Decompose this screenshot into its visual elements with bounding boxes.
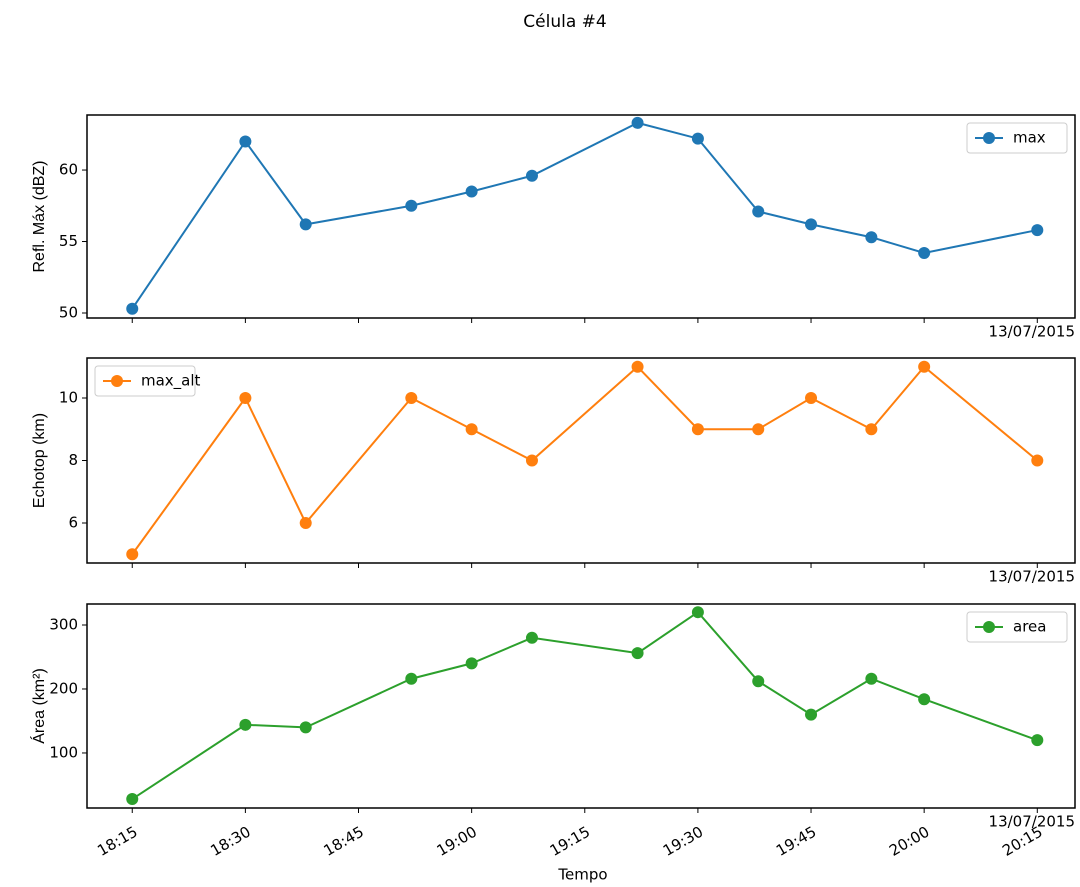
- legend-swatch-marker: [983, 132, 995, 144]
- data-point: [465, 657, 478, 670]
- data-point: [752, 675, 765, 688]
- offset-label: 13/07/2015: [989, 568, 1075, 586]
- y-tick-label: 300: [49, 615, 78, 633]
- data-point: [239, 718, 252, 731]
- y-tick-label: 6: [68, 514, 78, 532]
- y-axis-label: Refl. Máx (dBZ): [31, 160, 48, 272]
- axes-frame: [86, 114, 1076, 319]
- x-tick-label: 19:00: [434, 823, 480, 860]
- y-tick-label: 200: [49, 679, 78, 697]
- legend-swatch-marker: [983, 621, 995, 633]
- data-point: [752, 423, 765, 436]
- data-point: [691, 132, 704, 145]
- legend-box: [966, 122, 1068, 154]
- legend-label: max_alt: [141, 372, 201, 391]
- data-point: [865, 423, 878, 436]
- axes-frame: [86, 357, 1076, 564]
- data-point: [918, 360, 931, 373]
- offset-label: 13/07/2015: [989, 813, 1075, 831]
- data-point: [752, 205, 765, 218]
- data-point: [126, 548, 139, 561]
- data-point: [805, 392, 818, 404]
- y-tick-label: 10: [59, 389, 78, 407]
- data-point: [405, 392, 418, 404]
- x-tick-label: 20:00: [886, 823, 932, 860]
- data-point: [1031, 454, 1044, 467]
- legend-label: area: [1013, 618, 1046, 636]
- data-point: [239, 392, 252, 404]
- data-point: [918, 246, 931, 259]
- y-axis-label: Echotop (km): [31, 413, 48, 508]
- data-point: [865, 672, 878, 685]
- data-line: [131, 365, 1038, 555]
- data-point: [299, 721, 312, 734]
- y-tick-label: 100: [49, 743, 78, 761]
- axes-frame: [86, 603, 1076, 809]
- data-point: [405, 199, 418, 212]
- y-tick-label: 8: [68, 451, 78, 469]
- data-point: [126, 793, 139, 806]
- x-tick-label: 19:30: [660, 823, 706, 860]
- y-tick-label: 55: [59, 232, 78, 250]
- data-point: [465, 185, 478, 198]
- figure-title: Célula #4: [523, 12, 606, 32]
- offset-label: 13/07/2015: [989, 323, 1075, 341]
- x-tick-label: 18:15: [94, 823, 140, 860]
- data-point: [465, 423, 478, 436]
- data-point: [239, 135, 252, 148]
- x-tick-label: 19:15: [547, 823, 593, 860]
- x-tick-label: 19:45: [773, 823, 819, 860]
- data-point: [918, 693, 931, 706]
- legend-swatch-marker: [111, 375, 123, 387]
- data-point: [691, 423, 704, 436]
- data-point: [691, 606, 704, 619]
- data-point: [525, 631, 538, 644]
- data-point: [405, 672, 418, 685]
- data-line: [131, 121, 1038, 310]
- x-tick-label: 18:45: [320, 823, 366, 860]
- data-point: [631, 360, 644, 373]
- x-axis-label: Tempo: [557, 866, 607, 884]
- y-tick-label: 60: [59, 161, 78, 179]
- data-point: [805, 218, 818, 231]
- legend-box: [94, 365, 196, 397]
- data-point: [299, 517, 312, 529]
- data-point: [865, 231, 878, 244]
- data-line: [131, 610, 1038, 800]
- data-point: [805, 708, 818, 721]
- data-point: [126, 302, 139, 315]
- data-point: [631, 116, 644, 129]
- data-point: [1031, 734, 1044, 747]
- data-point: [525, 169, 538, 182]
- x-tick-label: 18:30: [207, 823, 253, 860]
- data-point: [1031, 224, 1044, 237]
- y-tick-label: 50: [59, 303, 78, 321]
- legend-label: max: [1013, 129, 1046, 147]
- data-point: [631, 647, 644, 660]
- data-point: [299, 218, 312, 231]
- y-axis-label: Área (km²): [29, 668, 48, 744]
- legend-box: [966, 611, 1068, 643]
- data-point: [525, 454, 538, 467]
